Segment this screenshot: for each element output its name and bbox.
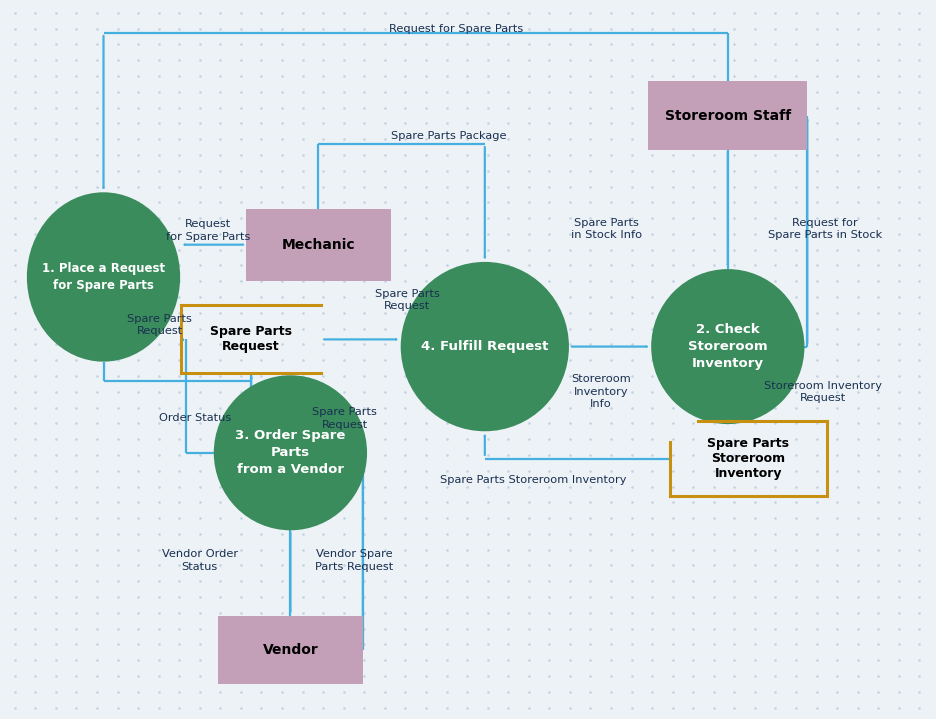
Text: 2. Check
Storeroom
Inventory: 2. Check Storeroom Inventory xyxy=(688,323,768,370)
Text: Request for
Spare Parts in Stock: Request for Spare Parts in Stock xyxy=(768,218,882,240)
Text: Vendor Order
Status: Vendor Order Status xyxy=(162,549,238,572)
Text: Storeroom
Inventory
Info: Storeroom Inventory Info xyxy=(571,375,631,409)
Text: Spare Parts
Request: Spare Parts Request xyxy=(313,407,377,429)
Text: 1. Place a Request
for Spare Parts: 1. Place a Request for Spare Parts xyxy=(42,262,165,292)
Text: Storeroom Inventory
Request: Storeroom Inventory Request xyxy=(764,380,882,403)
Text: 3. Order Spare
Parts
from a Vendor: 3. Order Spare Parts from a Vendor xyxy=(235,429,345,476)
FancyBboxPatch shape xyxy=(246,209,391,280)
Text: Spare Parts Storeroom Inventory: Spare Parts Storeroom Inventory xyxy=(440,475,627,485)
Text: 4. Fulfill Request: 4. Fulfill Request xyxy=(421,340,548,353)
Text: Spare Parts
Request: Spare Parts Request xyxy=(211,326,292,354)
FancyBboxPatch shape xyxy=(649,81,807,150)
Text: Vendor Spare
Parts Request: Vendor Spare Parts Request xyxy=(314,549,393,572)
Text: Spare Parts
Request: Spare Parts Request xyxy=(374,289,440,311)
Text: Request for Spare Parts: Request for Spare Parts xyxy=(388,24,523,35)
Text: Order Status: Order Status xyxy=(159,413,231,423)
Text: Spare Parts Package: Spare Parts Package xyxy=(391,131,507,141)
Ellipse shape xyxy=(213,375,367,531)
FancyBboxPatch shape xyxy=(218,616,363,684)
Text: Spare Parts
Storeroom
Inventory: Spare Parts Storeroom Inventory xyxy=(708,437,789,480)
Text: Storeroom Staff: Storeroom Staff xyxy=(665,109,791,122)
Text: Mechanic: Mechanic xyxy=(282,238,356,252)
Ellipse shape xyxy=(27,192,180,362)
Ellipse shape xyxy=(651,269,804,424)
Text: Spare Parts
Request: Spare Parts Request xyxy=(127,314,192,336)
Ellipse shape xyxy=(401,262,569,431)
Text: Vendor: Vendor xyxy=(263,643,318,657)
Text: Spare Parts
in Stock Info: Spare Parts in Stock Info xyxy=(571,218,642,240)
Text: Request
for Spare Parts: Request for Spare Parts xyxy=(166,219,250,242)
